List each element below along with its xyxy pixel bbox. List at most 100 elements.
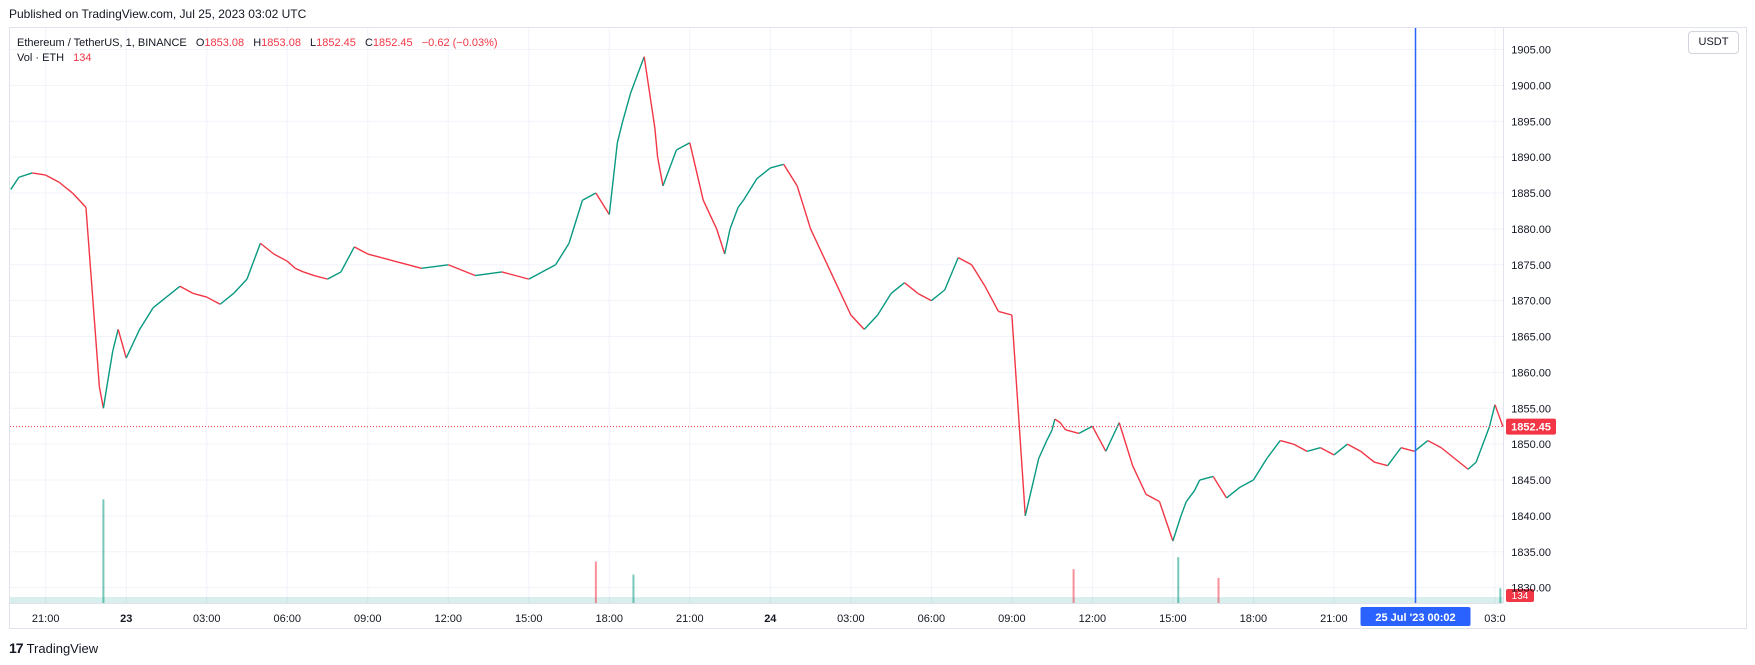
price-segment — [756, 167, 771, 180]
chart-overlay: 1852.45 134 25 Jul '23 00:02 — [10, 28, 1556, 626]
volume-bar — [1499, 588, 1502, 603]
price-segment — [1266, 440, 1281, 459]
price-segment — [273, 253, 288, 262]
x-tick-label: 15:00 — [515, 613, 543, 625]
y-tick-label: 1895.00 — [1511, 116, 1551, 128]
y-tick-label: 1880.00 — [1511, 224, 1551, 236]
volume-bar — [594, 561, 597, 603]
price-segment — [98, 386, 105, 409]
price-segment — [1427, 439, 1442, 449]
y-tick-label: 1875.00 — [1511, 260, 1551, 272]
price-segment — [58, 181, 73, 194]
price-segment — [233, 278, 248, 294]
y-tick-label: 1890.00 — [1511, 152, 1551, 164]
last-volume-badge — [1506, 589, 1534, 602]
time-axis: 21:00 23 03:00 06:00 09:00 12:00 15:00 18:00 21:… — [32, 613, 1506, 625]
y-tick-label: 1865.00 — [1511, 332, 1551, 344]
last-price-badge — [1506, 418, 1556, 435]
price-segment — [1480, 425, 1491, 448]
x-tick-label: 24 — [764, 613, 777, 625]
price-segment — [702, 199, 718, 230]
price-segment — [219, 292, 234, 305]
price-segment — [715, 228, 726, 255]
price-segment — [796, 185, 812, 230]
price-segment — [1347, 443, 1362, 452]
y-tick-label: 1860.00 — [1511, 367, 1551, 379]
price-segment — [1065, 429, 1080, 435]
price-segment — [1199, 475, 1214, 481]
currency-button[interactable]: USDT — [1688, 31, 1739, 54]
price-segment — [676, 142, 691, 151]
price-segment — [1180, 501, 1187, 517]
price-segment — [1413, 440, 1429, 452]
volume-bar — [1177, 557, 1180, 603]
price-segment — [1078, 425, 1093, 435]
price-segment — [582, 192, 597, 201]
last-volume-label: 134 — [1512, 591, 1529, 602]
price-segment — [643, 56, 651, 93]
price-segment — [616, 121, 624, 143]
price-segment — [1494, 404, 1504, 427]
legend-volume-row: Vol · ETH 134 — [17, 51, 498, 66]
volume-bar — [102, 499, 105, 603]
x-tick-label: 06:00 — [918, 613, 946, 625]
price-segment — [193, 292, 207, 298]
price-segment — [1360, 450, 1375, 463]
price-segment — [1475, 447, 1483, 463]
x-tick-label: 18:00 — [1240, 613, 1268, 625]
price-segment — [1038, 440, 1048, 459]
price-segment — [72, 192, 87, 208]
price-segment — [823, 257, 839, 287]
price-segment — [1024, 458, 1040, 517]
x-tick-label: 06:00 — [273, 613, 301, 625]
legend-volume-label: Vol · ETH — [17, 52, 65, 64]
x-tick-label: 09:00 — [998, 613, 1026, 625]
price-segment — [1373, 461, 1388, 467]
legend-open-label: O — [195, 37, 205, 49]
x-tick-label: 21:00 — [1320, 613, 1348, 625]
price-segment — [836, 286, 852, 316]
price-segment — [10, 176, 20, 190]
tradingview-logo-icon: 17 — [9, 640, 24, 656]
x-tick-label: 18:00 — [596, 613, 624, 625]
x-tick-label: 12:00 — [1079, 613, 1107, 625]
published-caption: Published on TradingView.com, Jul 25, 20… — [9, 7, 307, 21]
volume-bar — [1072, 569, 1075, 603]
price-segment — [568, 199, 584, 244]
price-segment — [1011, 314, 1026, 516]
price-segment — [662, 164, 672, 187]
price-segment — [1239, 479, 1254, 488]
price-segment — [555, 242, 570, 266]
crosshair-time-label: 25 Jul '23 00:02 — [1375, 612, 1455, 624]
chart-frame[interactable] — [9, 27, 1747, 629]
price-segment — [630, 77, 637, 93]
price-segment — [117, 329, 127, 359]
x-tick-label: 03:00 — [193, 613, 221, 625]
price-segment — [1306, 447, 1321, 453]
price-segment — [957, 256, 972, 266]
x-tick-label: 03:0 — [1484, 613, 1505, 625]
price-segment — [340, 246, 355, 273]
price-segment — [501, 271, 529, 280]
price-segment — [635, 56, 645, 79]
price-segment — [863, 314, 879, 330]
legend-open: 1853.08 — [204, 37, 245, 49]
price-segment — [984, 285, 1000, 312]
price-segment — [917, 292, 932, 302]
price-segment — [1320, 447, 1335, 456]
price-segment — [850, 314, 865, 330]
price-segment — [528, 264, 556, 280]
price-segment — [1293, 443, 1308, 452]
x-tick-label: 23 — [120, 613, 132, 625]
price-segment — [139, 307, 154, 330]
price-segment — [1400, 447, 1415, 453]
price-segment — [1333, 443, 1348, 456]
legend-symbol: Ethereum / TetherUS, 1, BINANCE — [17, 37, 187, 49]
price-segment — [1185, 490, 1195, 502]
legend-low-label: L — [310, 37, 317, 49]
volume-bar — [1217, 577, 1220, 603]
volume-baseline — [10, 597, 1503, 603]
price-segment — [380, 256, 395, 262]
price-segment — [809, 228, 825, 258]
